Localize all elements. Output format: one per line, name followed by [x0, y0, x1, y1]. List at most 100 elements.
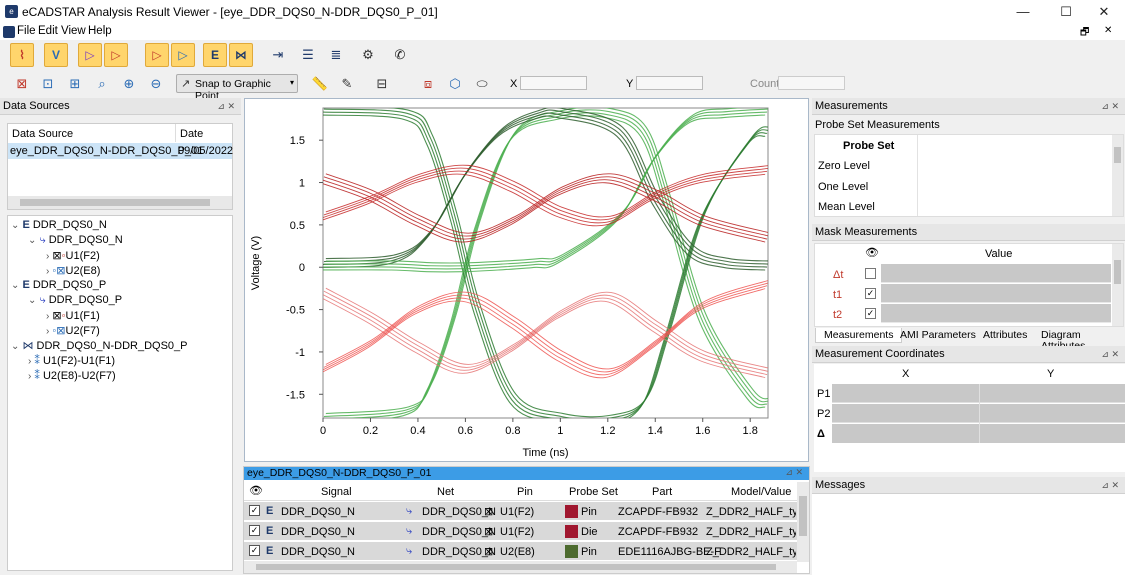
zoom-all-icon[interactable]: ⊞ [69, 76, 81, 91]
mask-rect-icon[interactable]: ⧈ [423, 76, 433, 91]
tree-node[interactable]: › ⁑ U2(E8)-U2(F7) [28, 370, 116, 382]
waveform-icon[interactable]: ⌇ [10, 43, 34, 67]
tree-node[interactable]: › ⁑ U1(F2)-U1(F1) [28, 355, 116, 367]
tree-node[interactable]: ⌄ ⤷ DDR_DQS0_N [28, 234, 123, 246]
minimize-button[interactable]: — [1016, 4, 1030, 19]
coordinates-title: Measurement Coordinates [815, 348, 945, 360]
coord-row-delta[interactable] [832, 424, 1125, 443]
tree-node[interactable]: ⌄ E DDR_DQS0_N [11, 219, 107, 231]
zoom-box-icon[interactable]: ⌕ [98, 76, 106, 91]
tab-diagram-attributes[interactable]: Diagram Attributes [1041, 329, 1085, 352]
menu-edit[interactable]: Edit [38, 25, 58, 37]
tree-node[interactable]: ⌄ ⋈ DDR_DQS0_N-DDR_DQS0_P [11, 340, 188, 352]
tab-ami-parameters[interactable]: AMI Parameters [900, 329, 976, 341]
zoom-out-icon[interactable]: ⊖ [150, 76, 162, 91]
tab-measurements[interactable]: Measurements [815, 328, 903, 343]
stack-icon[interactable]: ≣ [330, 47, 342, 62]
tree-label: DDR_DQS0_N [48, 234, 123, 246]
row-part: EDE1116AJBG-BE-F [618, 546, 721, 558]
coord-row-p1[interactable] [832, 384, 1125, 403]
probe-d-icon[interactable]: ▷ [104, 43, 128, 67]
net-icon[interactable]: E [203, 43, 227, 67]
pin-icon[interactable]: ⊿ ✕ [1101, 349, 1119, 359]
mask-row-checkbox[interactable]: ✓ [865, 308, 876, 319]
mask-row[interactable]: Δt [815, 264, 1111, 283]
close-button[interactable]: ✕ [1098, 4, 1110, 19]
mask-ellipse-icon[interactable]: ⬭ [476, 76, 488, 91]
align-icon[interactable]: ☰ [302, 47, 314, 62]
mask-row-checkbox[interactable]: ✓ [865, 288, 876, 299]
v-scrollbar[interactable] [1112, 135, 1123, 216]
v-scrollbar[interactable] [797, 482, 809, 562]
col-pin[interactable]: Pin [517, 486, 533, 498]
coord-row-p2[interactable] [832, 404, 1125, 423]
series-line [325, 173, 768, 234]
h-scrollbar[interactable] [244, 561, 797, 573]
menu-file[interactable]: File [17, 25, 36, 37]
col-net[interactable]: Net [437, 486, 455, 498]
row-net: DDR_DQS0_N [422, 506, 496, 518]
h-scrollbar[interactable] [8, 196, 232, 209]
close-doc-button[interactable]: ✕ [1104, 25, 1113, 36]
col-y: Y [1047, 368, 1055, 380]
pin-icon[interactable]: ⊿ ✕ [785, 467, 803, 477]
count-field[interactable] [778, 76, 845, 90]
visibility-eye-icon[interactable]: 👁 [865, 247, 879, 259]
col-data-source[interactable]: Data Source [12, 128, 74, 140]
coordinates-panel: Measurement Coordinates ⊿ ✕ X Y P1 P2 Δ [812, 346, 1125, 472]
mask-hex-icon[interactable]: ⬡ [449, 76, 461, 91]
v-scrollbar[interactable] [1112, 244, 1123, 326]
tree-node[interactable]: › ⊠◦U1(F1) [46, 310, 100, 322]
pin-icon[interactable]: ⊿ ✕ [217, 101, 235, 111]
mask-row[interactable]: t2 ✓ [815, 304, 1111, 323]
mask-row-value [881, 264, 1111, 283]
visibility-eye-icon[interactable]: 👁 [249, 485, 263, 497]
topology-icon[interactable]: ⋈ [229, 43, 253, 67]
snap-dropdown[interactable]: ↗ Snap to Graphic Point ▾ [176, 74, 298, 102]
tree-node[interactable]: › ⊠◦U1(F2) [46, 250, 100, 262]
pin-icon[interactable]: ⊿ ✕ [1101, 101, 1119, 111]
measure-icon[interactable]: ✎ [341, 76, 353, 91]
row-checkbox[interactable]: ✓ [249, 525, 260, 536]
phone-icon[interactable]: ✆ [394, 47, 406, 62]
export-icon[interactable]: ⇥ [272, 47, 284, 62]
signal-row[interactable]: ✓ E DDR_DQS0_N ⤷ DDR_DQS0_N ⊠ U1(F2) Die… [244, 522, 797, 541]
zoom-in-icon[interactable]: ⊕ [123, 76, 135, 91]
col-signal[interactable]: Signal [321, 486, 352, 498]
driver-icon[interactable]: ▷ [145, 43, 169, 67]
pin-icon[interactable]: ⊿ ✕ [1101, 480, 1119, 490]
row-checkbox[interactable]: ✓ [249, 505, 260, 516]
col-model[interactable]: Model/Value [731, 486, 792, 498]
tab-attributes[interactable]: Attributes [983, 329, 1028, 341]
tree-node[interactable]: ⌄ E DDR_DQS0_P [11, 279, 107, 291]
probe-p-icon[interactable]: ▷ [78, 43, 102, 67]
tree-node[interactable]: › ◦⊠U2(F7) [46, 325, 100, 337]
col-part[interactable]: Part [652, 486, 673, 498]
gear-icon[interactable]: ⚙ [362, 47, 374, 62]
marker-icon[interactable]: ⊟ [376, 76, 388, 91]
zoom-fit-icon[interactable]: ⊠ [16, 76, 28, 91]
y-field[interactable] [636, 76, 703, 90]
coordinates-header: Measurement Coordinates ⊿ ✕ [812, 346, 1125, 363]
eye-diagram-icon[interactable]: V [44, 43, 68, 67]
mask-row-checkbox[interactable] [865, 268, 876, 279]
col-date[interactable]: Date [180, 128, 204, 140]
menu-view[interactable]: View [61, 25, 86, 37]
signal-row[interactable]: ✓ E DDR_DQS0_N ⤷ DDR_DQS0_N ⊠ U2(E8) Pin… [244, 542, 797, 561]
signal-row[interactable]: ✓ E DDR_DQS0_N ⤷ DDR_DQS0_N ⊠ U1(F2) Pin… [244, 502, 797, 521]
mask-row[interactable]: t1 ✓ [815, 284, 1111, 303]
zoom-area-icon[interactable]: ⊡ [42, 76, 54, 91]
row-checkbox[interactable]: ✓ [249, 545, 260, 556]
receiver-icon[interactable]: ▷ [171, 43, 195, 67]
tree-node[interactable]: › ◦⊠U2(E8) [46, 265, 101, 277]
maximize-button[interactable]: ☐ [1060, 4, 1072, 19]
data-source-row[interactable]: eye_DDR_DQS0_N-DDR_DQS0_P_01 09/05/2022 [8, 143, 233, 159]
chart-svg[interactable]: 0 0.2 0.4 0.6 0.8 1 1.2 1.4 1.6 1.8 1.5 1 0.5 0 -0.5 -1… [245, 99, 808, 461]
menu-help[interactable]: Help [88, 25, 112, 37]
x-field[interactable] [520, 76, 587, 90]
ruler-icon[interactable]: 📏 [311, 76, 329, 91]
restore-doc-button[interactable]: 🗗 [1080, 27, 1090, 38]
col-probe-set[interactable]: Probe Set [569, 486, 618, 498]
tree-node[interactable]: ⌄ ⤷ DDR_DQS0_P [28, 294, 123, 306]
eye-diagram-chart[interactable]: 0 0.2 0.4 0.6 0.8 1 1.2 1.4 1.6 1.8 1.5 1 0.5 0 -0.5 -1… [244, 98, 809, 462]
